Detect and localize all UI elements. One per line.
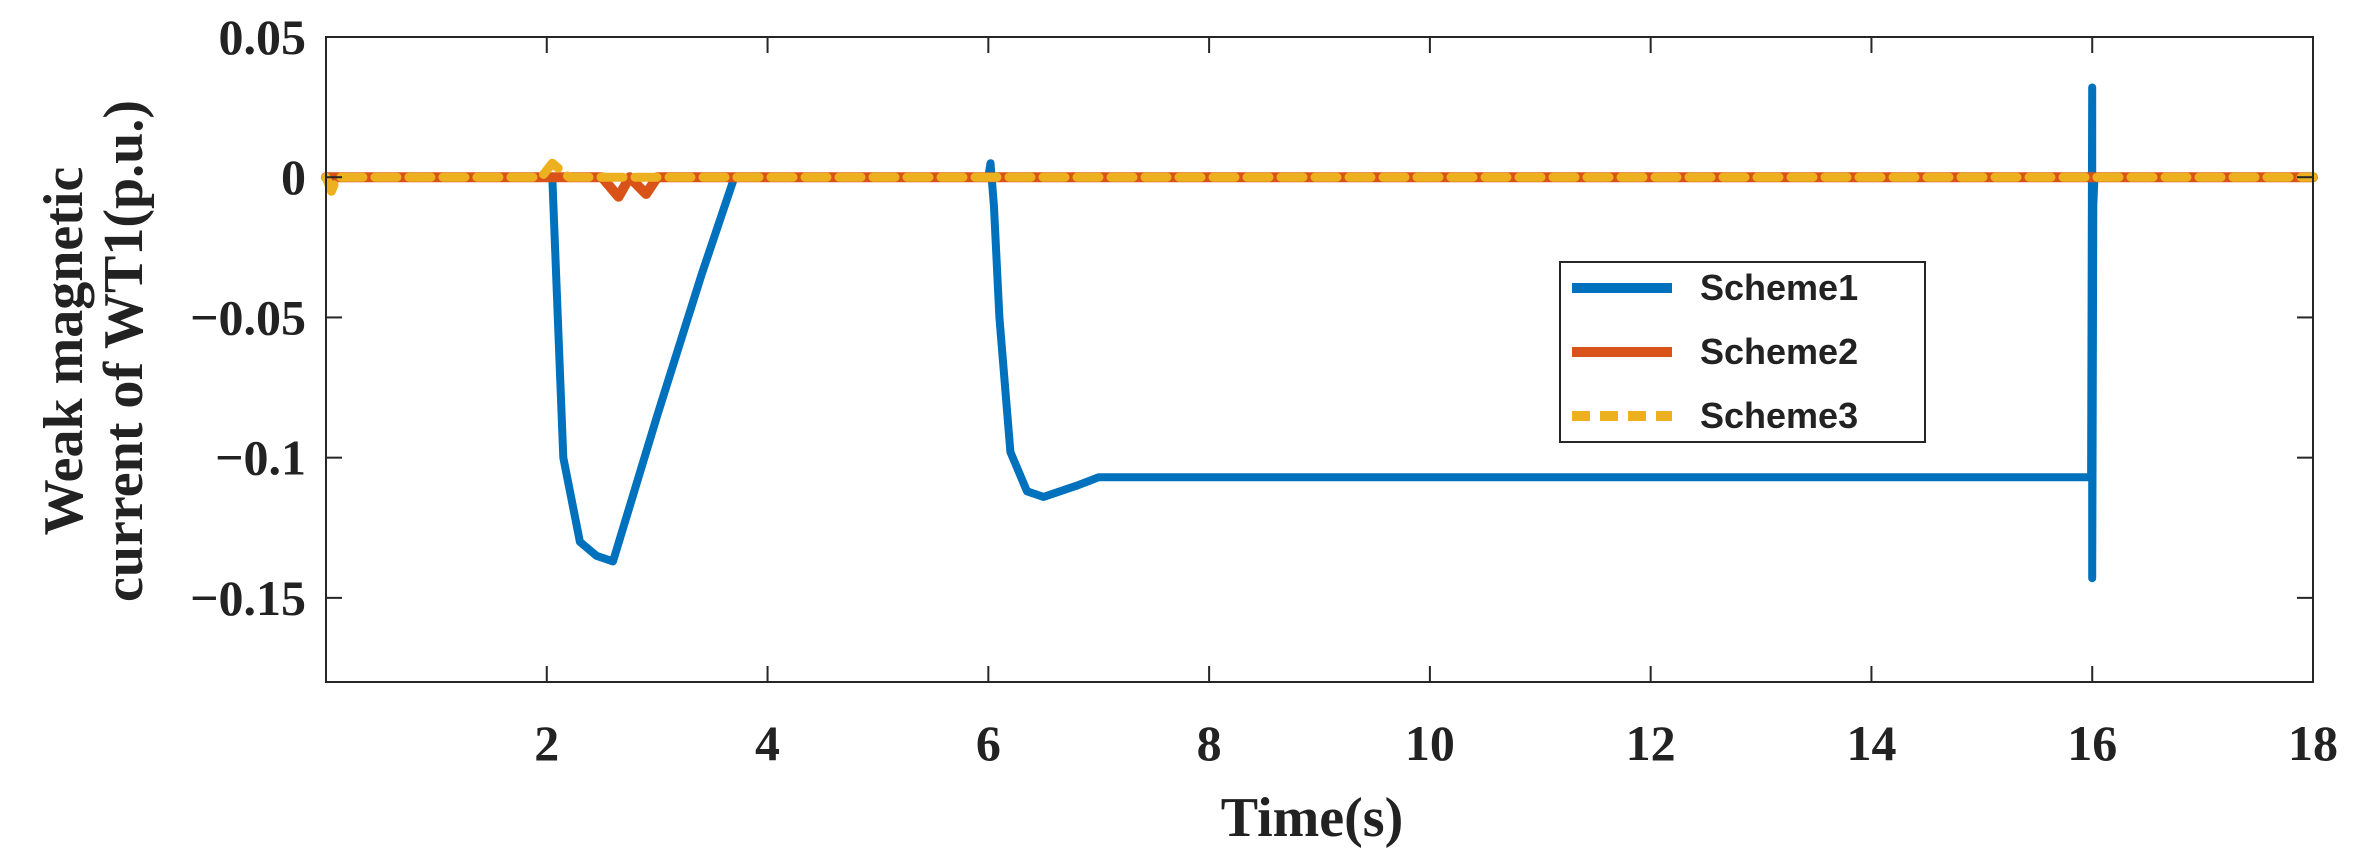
x-axis-title: Time(s) xyxy=(1221,787,1404,849)
x-tick-label: 4 xyxy=(755,715,780,771)
legend-label-scheme1: Scheme1 xyxy=(1700,267,1858,308)
series-layer xyxy=(321,83,2318,583)
y-axis-title-line-1: Weak magnetic xyxy=(33,167,95,536)
legend-label-scheme3: Scheme3 xyxy=(1700,395,1858,436)
x-tick-label: 6 xyxy=(976,715,1001,771)
x-tick-label: 16 xyxy=(2067,715,2117,771)
x-tick-label: 14 xyxy=(1846,715,1896,771)
x-tick-label: 10 xyxy=(1405,715,1455,771)
y-tick-labels: 0.05 0 −0.05 −0.1 −0.15 xyxy=(190,9,306,626)
x-tick-label: 8 xyxy=(1197,715,1222,771)
y-tick-label: −0.15 xyxy=(190,570,306,626)
x-tick-label: 2 xyxy=(534,715,559,771)
x-tick-labels: 2 4 6 8 10 12 14 16 18 xyxy=(534,715,2338,771)
plot-frame xyxy=(325,36,2314,683)
x-tick-label: 12 xyxy=(1626,715,1676,771)
y-axis-title-line-2: current of WT1(p.u.) xyxy=(93,100,155,602)
y-tick-label: −0.05 xyxy=(190,289,306,345)
x-tick-label: 18 xyxy=(2288,715,2338,771)
series-line-scheme3 xyxy=(321,158,2318,196)
legend: Scheme1 Scheme2 Scheme3 xyxy=(1559,261,1926,443)
y-tick-label: 0 xyxy=(281,149,306,205)
legend-label-scheme2: Scheme2 xyxy=(1700,331,1858,372)
tick-layer xyxy=(326,36,2314,682)
series-line-scheme1 xyxy=(322,83,2317,583)
y-tick-label: −0.1 xyxy=(215,430,306,486)
y-axis-title: Weak magnetic current of WT1(p.u.) xyxy=(33,100,155,602)
y-tick-label: 0.05 xyxy=(219,9,307,65)
